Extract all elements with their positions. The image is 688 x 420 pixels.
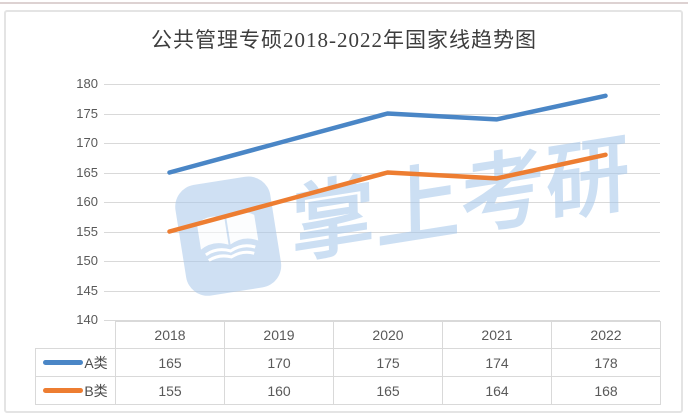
gridline-180 (104, 84, 660, 85)
gridline-145 (104, 290, 660, 292)
value-cell: 164 (442, 376, 552, 405)
y-axis-tick-label: 145 (76, 282, 98, 298)
y-axis-tick-label: 175 (76, 105, 98, 121)
value-cell: 170 (224, 348, 334, 377)
table-corner-cell (36, 322, 116, 349)
chart-title: 公共管理专硕2018-2022年国家线趋势图 (151, 28, 537, 52)
series-line-B类 (167, 152, 608, 234)
legend-cell-B类: B类 (35, 376, 116, 405)
value-cell: 155 (115, 376, 225, 405)
year-header-cell: 2018 (115, 321, 225, 349)
table-row-B类: B类 155 160 165 164 168 (35, 376, 661, 405)
year-header-cell: 2020 (333, 321, 443, 349)
legend-label: A类 (84, 354, 108, 371)
y-axis-tick-label: 150 (76, 253, 98, 268)
value-cell: 165 (115, 348, 225, 377)
y-axis-tick-label: 170 (76, 135, 98, 150)
y-axis-tick-label: 165 (76, 164, 98, 180)
y-axis-tick-label: 140 (76, 312, 98, 327)
gridline-150 (104, 261, 660, 262)
year-header-cell: 2019 (224, 321, 334, 349)
value-cell: 168 (551, 376, 661, 405)
table-row-A类: A类 165 170 175 174 178 (35, 348, 661, 377)
page-top-divider (0, 2, 688, 4)
y-axis-tick-label: 180 (76, 76, 98, 91)
gridline-155 (104, 231, 660, 233)
legend-label: B类 (84, 382, 108, 399)
table-header-row: 2018 2019 2020 2021 2022 (36, 321, 661, 349)
legend-line-swatch (43, 360, 84, 365)
value-cell: 175 (333, 348, 443, 377)
gridline-140 (104, 320, 660, 321)
y-axis-tick-label: 155 (76, 223, 98, 239)
y-axis-tick-label: 160 (76, 194, 98, 209)
gridline-170 (104, 143, 660, 144)
chart-data-table: 2018 2019 2020 2021 2022 A类 165 170 175 174 178 B类 1… (35, 321, 661, 405)
value-cell: 165 (333, 376, 443, 405)
value-cell: 174 (442, 348, 552, 377)
series-line-A类 (167, 93, 608, 175)
legend-line-swatch (43, 388, 84, 393)
legend-cell-A类: A类 (35, 348, 116, 377)
value-cell: 178 (551, 348, 661, 377)
year-header-cell: 2021 (442, 321, 552, 349)
value-cell: 160 (224, 376, 334, 405)
year-header-cell: 2022 (551, 321, 661, 349)
gridline-160 (104, 202, 660, 203)
